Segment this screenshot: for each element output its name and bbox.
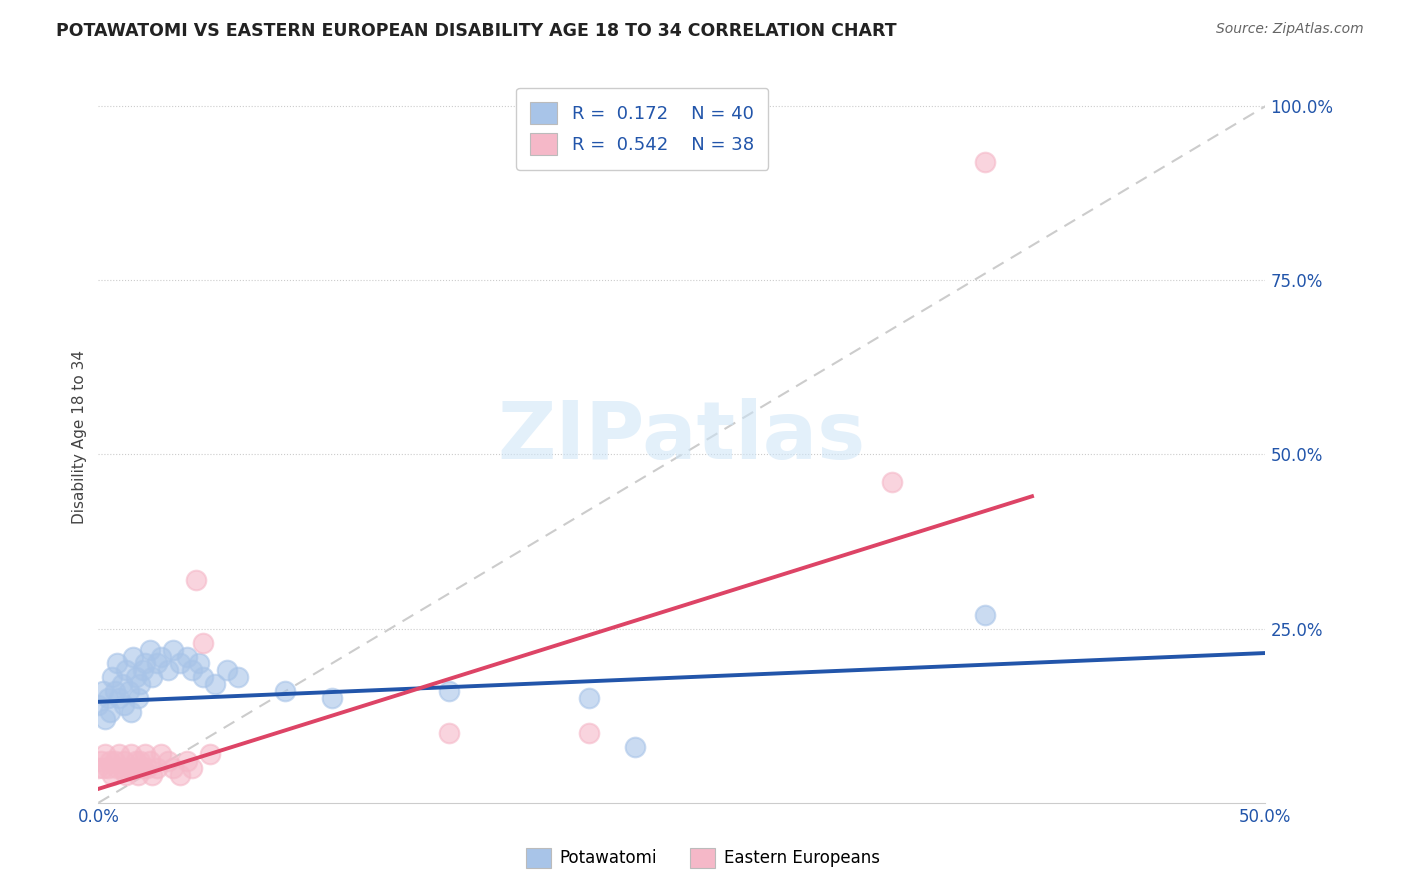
Point: [139, 754, 162, 768]
Point: [176, 649, 198, 664]
Point: [122, 649, 145, 664]
Legend: R =  0.172    N = 40, R =  0.542    N = 38: R = 0.172 N = 40, R = 0.542 N = 38: [516, 87, 769, 169]
Point: [578, 691, 600, 706]
Point: [104, 684, 127, 698]
Point: [90, 754, 112, 768]
Point: [105, 657, 128, 671]
Point: [108, 747, 131, 761]
Point: [134, 747, 156, 761]
Point: [108, 691, 131, 706]
Point: [125, 670, 148, 684]
Point: [118, 684, 141, 698]
Point: [136, 761, 159, 775]
Point: [115, 664, 138, 678]
Point: [97, 761, 120, 775]
Point: [127, 691, 149, 706]
Legend: Potawatomi, Eastern Europeans: Potawatomi, Eastern Europeans: [520, 841, 886, 875]
Point: [105, 761, 128, 775]
Point: [321, 691, 343, 706]
Point: [134, 657, 156, 671]
Point: [437, 684, 460, 698]
Text: ZIPatlas: ZIPatlas: [498, 398, 866, 476]
Point: [132, 761, 155, 775]
Point: [578, 726, 600, 740]
Point: [176, 754, 198, 768]
Point: [437, 726, 460, 740]
Point: [169, 768, 191, 782]
Point: [146, 657, 169, 671]
Point: [186, 573, 208, 587]
Point: [112, 754, 135, 768]
Point: [146, 761, 169, 775]
Point: [150, 649, 173, 664]
Point: [94, 747, 117, 761]
Point: [125, 754, 148, 768]
Point: [200, 747, 222, 761]
Point: [157, 754, 180, 768]
Point: [120, 705, 142, 719]
Point: [187, 657, 209, 671]
Y-axis label: Disability Age 18 to 34: Disability Age 18 to 34: [72, 350, 87, 524]
Point: [127, 768, 149, 782]
Point: [624, 740, 647, 755]
Point: [97, 691, 120, 706]
Point: [139, 642, 162, 657]
Point: [122, 761, 145, 775]
Point: [98, 705, 121, 719]
Point: [274, 684, 297, 698]
Point: [87, 698, 110, 713]
Point: [101, 670, 124, 684]
Point: [141, 768, 163, 782]
Point: [193, 670, 215, 684]
Point: [111, 677, 134, 691]
Point: [111, 761, 134, 775]
Point: [974, 155, 997, 169]
Point: [120, 747, 142, 761]
Point: [204, 677, 226, 691]
Point: [880, 475, 903, 490]
Text: Source: ZipAtlas.com: Source: ZipAtlas.com: [1216, 22, 1364, 37]
Point: [162, 642, 184, 657]
Point: [98, 754, 121, 768]
Point: [974, 607, 997, 622]
Point: [129, 677, 152, 691]
Point: [150, 747, 173, 761]
Point: [132, 664, 155, 678]
Point: [157, 664, 180, 678]
Point: [228, 670, 250, 684]
Point: [87, 761, 110, 775]
Point: [118, 761, 141, 775]
Point: [91, 684, 114, 698]
Point: [94, 712, 117, 726]
Point: [115, 768, 138, 782]
Point: [180, 761, 202, 775]
Point: [129, 754, 152, 768]
Point: [180, 664, 202, 678]
Point: [104, 754, 127, 768]
Point: [141, 670, 163, 684]
Text: POTAWATOMI VS EASTERN EUROPEAN DISABILITY AGE 18 TO 34 CORRELATION CHART: POTAWATOMI VS EASTERN EUROPEAN DISABILIT…: [56, 22, 897, 40]
Point: [101, 768, 124, 782]
Point: [169, 657, 191, 671]
Point: [91, 761, 114, 775]
Point: [162, 761, 184, 775]
Point: [215, 664, 238, 678]
Point: [112, 698, 135, 713]
Point: [193, 635, 215, 649]
